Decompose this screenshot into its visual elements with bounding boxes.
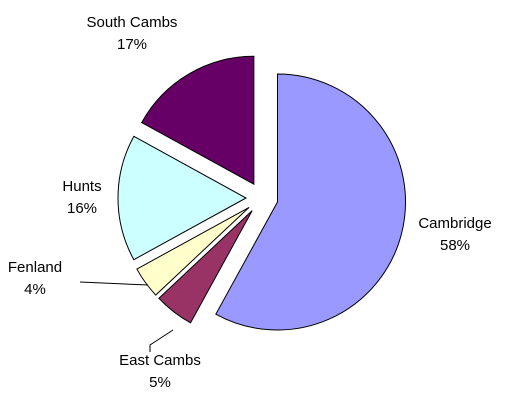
slice-label-east-cambs: East Cambs 5%: [119, 352, 201, 391]
slice-label-fenland: Fenland 4%: [8, 259, 62, 298]
slice-percent: 58%: [440, 237, 470, 254]
slice-labels: Cambridge 58% East Cambs 5% Fenland 4% Hunts 16…: [8, 14, 492, 391]
slice-label-south-cambs: South Cambs 17%: [87, 14, 178, 53]
slice-name: South Cambs: [87, 14, 178, 31]
pie-slice-hunts: [117, 135, 248, 261]
slice-percent: 5%: [149, 374, 171, 391]
pie-slice-south-cambs: [141, 55, 255, 186]
slice-name: East Cambs: [119, 352, 201, 369]
slice-name: Cambridge: [418, 215, 491, 232]
leader-line-fenland: [79, 281, 149, 286]
slice-label-cambridge: Cambridge 58%: [418, 215, 491, 254]
slice-label-hunts: Hunts 16%: [62, 178, 101, 217]
pie-slices: [117, 55, 406, 331]
slice-percent: 4%: [24, 281, 46, 298]
slice-percent: 17%: [117, 36, 147, 53]
slice-name: Hunts: [62, 178, 101, 195]
leader-lines: [79, 281, 174, 352]
leader-line-east-cambs: [149, 329, 174, 352]
slice-name: Fenland: [8, 259, 62, 276]
pie-slice-fenland: [136, 206, 250, 296]
pie-slice-east-cambs: [158, 210, 253, 324]
pie-slice-cambridge: [215, 73, 406, 331]
slice-percent: 16%: [67, 200, 97, 217]
